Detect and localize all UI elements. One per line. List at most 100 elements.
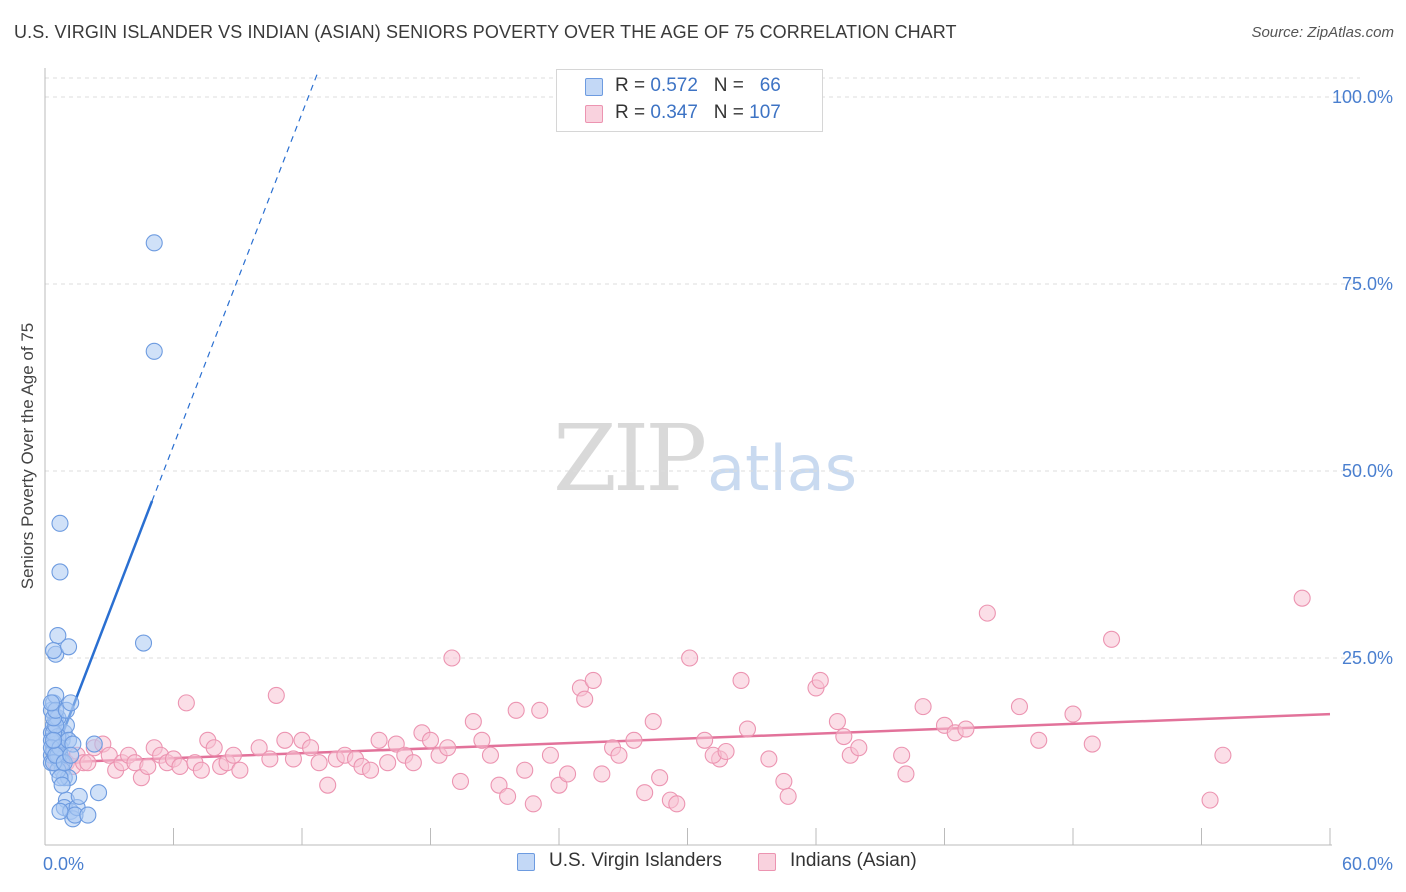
data-point-indians-asian	[625, 731, 643, 749]
data-point-indians-asian	[507, 701, 525, 719]
data-point-indians-asian	[439, 739, 457, 757]
trend-line-indians-asian	[51, 712, 1331, 764]
data-point-indians-asian	[171, 757, 189, 776]
data-point-virgin-islander	[53, 776, 71, 794]
y-tick-label: 100.0%	[1332, 87, 1393, 107]
legend-r-label: R =	[615, 75, 646, 96]
bottom-legend-label: U.S. Virgin Islanders	[549, 850, 722, 871]
data-point-indians-asian	[1010, 698, 1029, 716]
data-point-indians-asian	[177, 694, 195, 712]
data-point-indians-asian	[421, 731, 440, 749]
data-point-indians-asian	[636, 784, 654, 802]
legend-swatch-pink	[585, 105, 603, 123]
data-point-virgin-islander	[62, 694, 80, 712]
data-point-indians-asian	[473, 731, 491, 749]
data-point-indians-asian	[443, 649, 461, 667]
source-credit: Source: ZipAtlas.com	[1251, 24, 1394, 41]
data-point-indians-asian	[205, 739, 223, 757]
x-tick-label-max: 60.0%	[1342, 854, 1393, 874]
bottom-legend-label: Indians (Asian)	[790, 850, 917, 871]
data-point-indians-asian	[828, 713, 846, 731]
data-point-indians-asian	[499, 787, 517, 805]
data-point-indians-asian	[261, 750, 279, 768]
data-point-indians-asian	[732, 671, 750, 689]
data-point-indians-asian	[681, 649, 699, 667]
data-point-indians-asian	[897, 765, 915, 783]
y-axis-label: Seniors Poverty Over the Age of 75	[18, 323, 37, 589]
data-point-indians-asian	[79, 754, 97, 772]
data-point-indians-asian	[835, 727, 853, 746]
data-point-indians-asian	[1214, 746, 1232, 764]
data-point-indians-asian	[524, 795, 542, 813]
data-point-indians-asian	[738, 720, 757, 738]
x-tick-label-min: 0.0%	[43, 854, 84, 874]
data-point-virgin-islander	[85, 735, 103, 753]
data-point-indians-asian	[1103, 630, 1121, 648]
legend-n-value: 66	[759, 75, 781, 96]
legend-swatch-blue	[585, 78, 603, 96]
legend-n-label: N =	[713, 102, 744, 123]
data-point-virgin-islander	[60, 638, 78, 656]
data-point-virgin-islander	[145, 234, 163, 252]
legend-row-virgin-islanders: R = 0.572 N = 66	[615, 75, 781, 97]
data-point-indians-asian	[1083, 735, 1101, 753]
data-point-indians-asian	[811, 671, 829, 689]
data-point-indians-asian	[914, 698, 932, 716]
data-point-virgin-islander	[79, 806, 97, 824]
data-point-indians-asian	[576, 690, 594, 708]
data-point-indians-asian	[451, 772, 470, 790]
bottom-legend-swatch-pink	[758, 853, 776, 871]
data-point-indians-asian	[593, 765, 611, 783]
legend-row-indians-asian: R = 0.347 N = 107	[615, 102, 781, 124]
data-point-indians-asian	[370, 731, 388, 749]
data-point-indians-asian	[775, 772, 793, 790]
data-point-indians-asian	[717, 742, 735, 761]
correlation-legend: R = 0.572 N = 66 R = 0.347 N = 107	[556, 69, 823, 132]
data-point-indians-asian	[464, 713, 482, 731]
y-tick-label: 50.0%	[1342, 461, 1393, 481]
data-point-virgin-islander	[45, 731, 63, 749]
data-point-indians-asian	[276, 731, 294, 749]
data-point-indians-asian	[978, 604, 996, 622]
data-point-indians-asian	[302, 739, 320, 757]
gridlines	[45, 77, 1360, 659]
data-point-indians-asian	[481, 746, 500, 764]
trend-line-virgin-islanders-extension	[151, 74, 318, 502]
data-point-indians-asian	[310, 754, 328, 772]
data-point-indians-asian	[610, 746, 628, 764]
data-point-indians-asian	[531, 701, 549, 719]
series-us-virgin-islanders	[42, 234, 163, 828]
data-point-indians-asian	[319, 776, 337, 794]
data-point-virgin-islander	[51, 802, 69, 820]
data-point-indians-asian	[404, 754, 422, 772]
data-point-indians-asian	[651, 769, 669, 787]
data-point-virgin-islander	[45, 641, 63, 660]
bottom-legend-indians-asian: Indians (Asian)	[758, 850, 917, 872]
y-tick-label: 25.0%	[1342, 648, 1393, 668]
data-point-indians-asian	[250, 739, 268, 757]
chart-title: U.S. VIRGIN ISLANDER VS INDIAN (ASIAN) S…	[14, 22, 957, 42]
data-point-virgin-islander	[145, 342, 163, 360]
data-point-indians-asian	[1293, 589, 1311, 607]
data-point-indians-asian	[192, 761, 210, 779]
data-point-virgin-islander	[62, 746, 80, 764]
data-point-virgin-islander	[134, 634, 153, 652]
data-point-indians-asian	[541, 746, 559, 764]
data-point-indians-asian	[850, 739, 868, 757]
data-point-indians-asian	[760, 750, 778, 768]
data-point-indians-asian	[224, 746, 243, 764]
data-point-indians-asian	[361, 761, 380, 779]
legend-n-value: 107	[749, 102, 781, 123]
data-point-virgin-islander	[70, 787, 88, 805]
data-point-indians-asian	[267, 686, 285, 704]
data-point-indians-asian	[696, 731, 714, 749]
data-point-indians-asian	[100, 746, 118, 764]
data-point-indians-asian	[139, 757, 157, 776]
data-point-virgin-islander	[42, 694, 60, 712]
bottom-legend-swatch-blue	[517, 853, 535, 871]
data-point-indians-asian	[644, 713, 662, 731]
data-point-indians-asian	[379, 754, 397, 772]
watermark-zip: ZIP	[553, 405, 707, 512]
data-point-virgin-islander	[51, 563, 69, 581]
